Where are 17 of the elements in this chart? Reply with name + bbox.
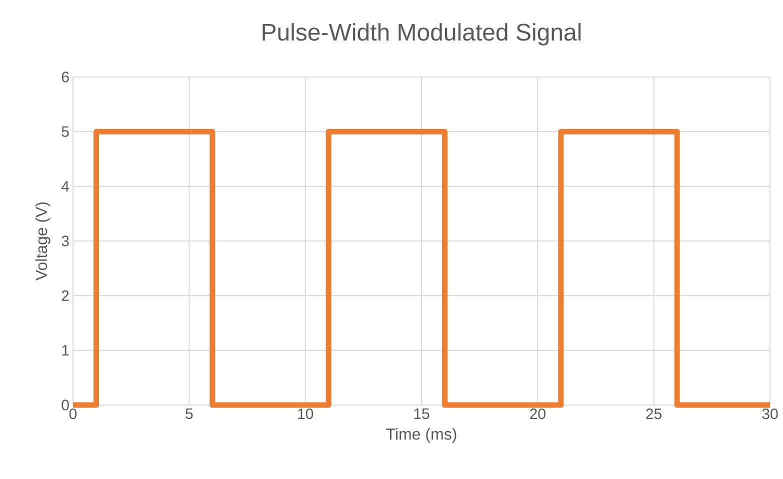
y-tick-label: 0 <box>62 400 69 410</box>
x-tick-label: 15 <box>414 408 430 419</box>
x-tick-label: 0 <box>69 408 77 420</box>
x-tick-label: 25 <box>646 408 662 420</box>
y-tick-label: 6 <box>62 72 69 82</box>
x-tick-label: 30 <box>762 408 778 420</box>
y-axis-title: Voltage (V) <box>35 202 50 281</box>
y-tick-label: 5 <box>62 126 69 137</box>
x-tick-label: 20 <box>530 408 546 420</box>
chart-title: Pulse-Width Modulated Signal <box>262 23 581 46</box>
y-tick-label: 3 <box>62 236 69 246</box>
y-tick-label: 4 <box>61 181 70 192</box>
x-tick-label: 10 <box>298 408 314 420</box>
x-tick-label: 5 <box>186 408 193 419</box>
x-axis-title: Time (ms) <box>386 428 456 443</box>
y-tick-label: 2 <box>62 290 69 301</box>
y-tick-label: 1 <box>62 345 69 356</box>
